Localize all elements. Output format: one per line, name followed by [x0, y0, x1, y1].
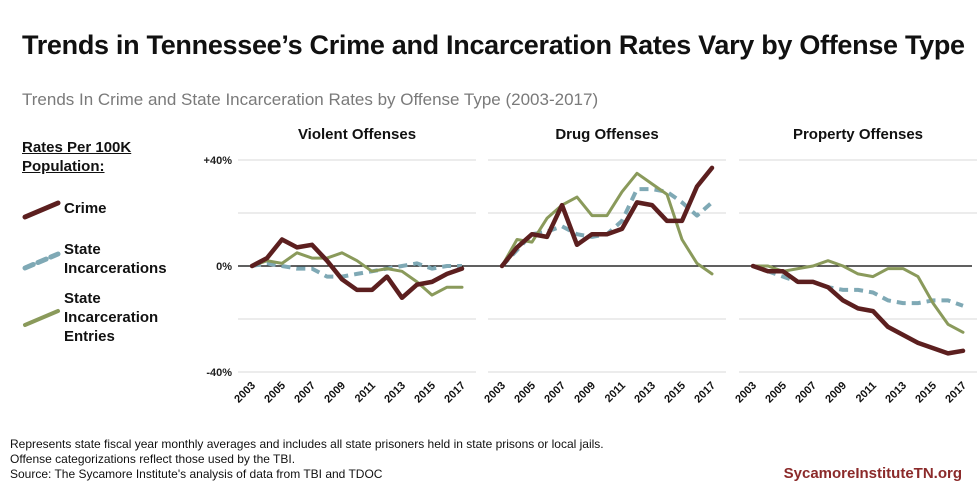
x-tick-label: 2015 — [662, 380, 688, 406]
series-line-state-incarcerations — [752, 264, 964, 308]
x-tick-label: 2013 — [632, 380, 658, 406]
x-tick-label: 2009 — [823, 380, 849, 406]
x-tick-label: 2009 — [322, 380, 348, 406]
series-line-state-incarcerations — [500, 187, 714, 268]
footnote-line-1: Represents state fiscal year monthly ave… — [10, 437, 604, 451]
y-tick-label: -40% — [206, 367, 232, 379]
series-line-state-incarceration-entries — [500, 171, 714, 276]
legend-swatch-incarcerations — [22, 251, 61, 271]
x-tick-label: 2011 — [603, 380, 628, 405]
series-line-state-incarcerations — [251, 261, 462, 279]
x-tick-label: 2015 — [412, 380, 438, 406]
legend-label-crime: Crime — [64, 200, 107, 217]
x-tick-label: 2017 — [442, 380, 468, 406]
series-line-state-incarceration-entries — [250, 251, 464, 297]
x-tick-label: 2005 — [763, 380, 789, 406]
x-tick-label: 2015 — [913, 380, 939, 406]
x-tick-label: 2009 — [572, 380, 598, 406]
panel-title: Drug Offenses — [555, 126, 658, 143]
footnote-line-3: Source: The Sycamore Institute's analysi… — [10, 467, 383, 481]
panel-title: Property Offenses — [793, 126, 923, 143]
x-tick-label: 2011 — [353, 380, 378, 405]
series-line-crime — [750, 263, 966, 356]
x-tick-label: 2003 — [232, 380, 258, 406]
x-tick-label: 2003 — [733, 380, 759, 406]
series-line-crime — [499, 165, 715, 269]
x-tick-label: 2017 — [692, 380, 718, 406]
chart-subtitle: Trends In Crime and State Incarceration … — [22, 90, 599, 109]
y-tick-label: 0% — [216, 261, 232, 273]
x-tick-label: 2005 — [512, 380, 538, 406]
chart-title: Trends in Tennessee’s Crime and Incarcer… — [22, 30, 965, 60]
legend-label-incarcerations: State Incarcerations — [64, 241, 167, 277]
x-tick-label: 2017 — [943, 380, 969, 406]
x-tick-label: 2013 — [883, 380, 909, 406]
x-tick-label: 2013 — [382, 380, 408, 406]
x-tick-label: 2007 — [292, 380, 318, 406]
legend-label-entries: State Incarceration Entries — [64, 290, 159, 345]
legend-item-crime: Crime — [22, 199, 192, 221]
x-tick-label: 2007 — [542, 380, 568, 406]
brand-link[interactable]: SycamoreInstituteTN.org — [783, 465, 962, 482]
footnote: Represents state fiscal year monthly ave… — [10, 437, 604, 482]
x-tick-label: 2007 — [793, 380, 819, 406]
y-tick-label: +40% — [204, 155, 233, 167]
x-tick-label: 2005 — [262, 380, 288, 406]
legend-swatch-crime — [22, 200, 61, 220]
legend-heading: Rates Per 100K Population: — [22, 139, 132, 175]
legend-item-entries: State Incarceration Entries — [22, 289, 192, 349]
x-tick-label: 2003 — [482, 380, 508, 406]
footnote-line-2: Offense categorizations reflect those us… — [10, 452, 296, 466]
series-line-crime — [249, 237, 465, 301]
x-tick-label: 2011 — [854, 380, 879, 405]
panel-title: Violent Offenses — [298, 126, 416, 143]
legend-swatch-entries — [23, 309, 60, 327]
legend-item-incarcerations: State Incarcerations — [22, 240, 192, 280]
series-line-state-incarceration-entries — [751, 259, 965, 334]
